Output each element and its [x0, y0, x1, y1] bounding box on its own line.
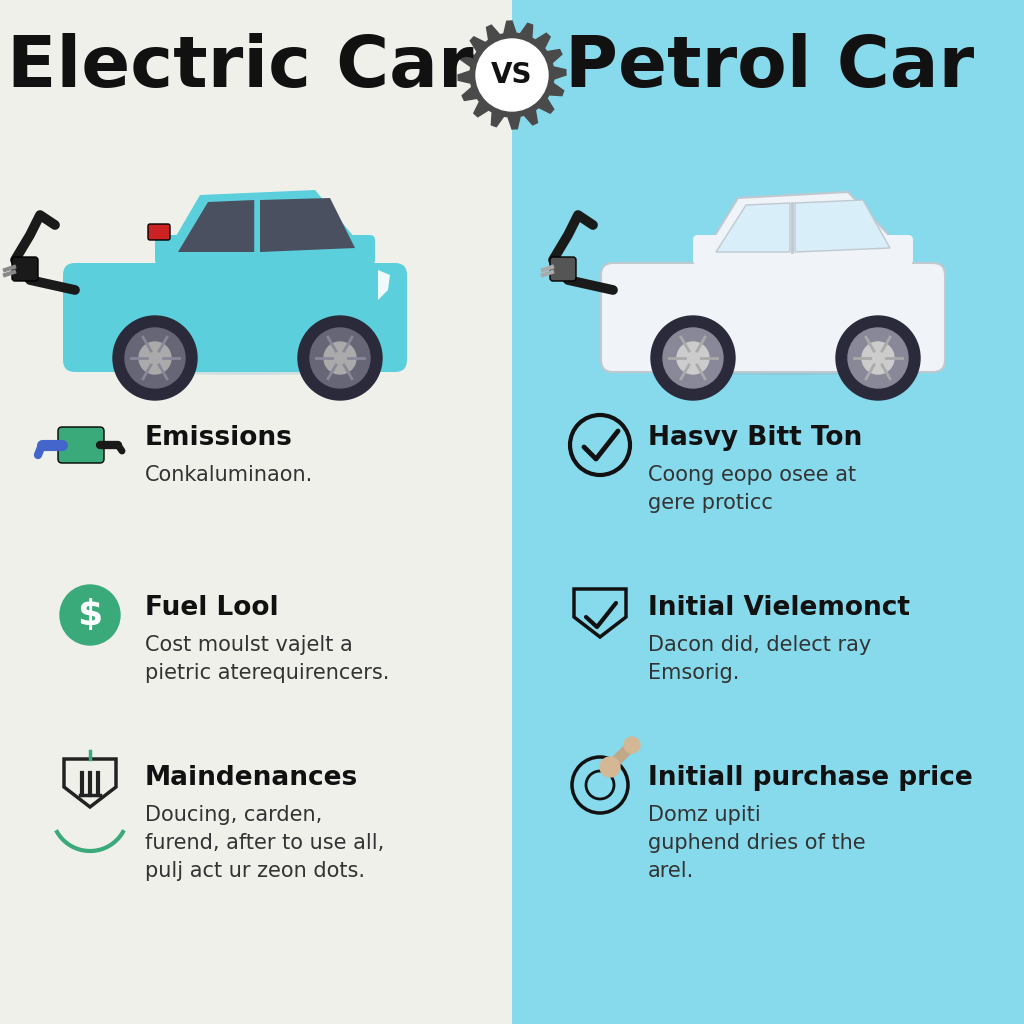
Ellipse shape [100, 355, 400, 375]
Text: Hasvy Bitt Ton: Hasvy Bitt Ton [648, 425, 862, 451]
Polygon shape [260, 198, 355, 252]
Text: Petrol Car: Petrol Car [565, 34, 975, 102]
Ellipse shape [638, 355, 938, 375]
Bar [0, 0, 512, 1024]
Text: Initiall purchase price: Initiall purchase price [648, 765, 973, 791]
Text: Domz upiti
guphend dries of the
arel.: Domz upiti guphend dries of the arel. [648, 805, 865, 881]
Circle shape [139, 342, 171, 374]
Circle shape [651, 316, 735, 400]
Bar [512, 0, 1024, 1024]
FancyBboxPatch shape [693, 234, 913, 265]
Text: Initial Vielemonct: Initial Vielemonct [648, 595, 910, 621]
FancyBboxPatch shape [148, 224, 170, 240]
FancyBboxPatch shape [63, 263, 407, 372]
Text: Emissions: Emissions [145, 425, 293, 451]
Circle shape [324, 342, 356, 374]
Circle shape [125, 328, 185, 388]
Polygon shape [165, 190, 365, 255]
Text: Fuel Lool: Fuel Lool [145, 595, 279, 621]
Text: VS: VS [492, 61, 532, 89]
Circle shape [600, 757, 620, 777]
Circle shape [624, 737, 640, 753]
Polygon shape [378, 270, 390, 300]
Circle shape [60, 585, 120, 645]
FancyBboxPatch shape [601, 263, 945, 372]
Text: Coong eopo osee at
gere proticc: Coong eopo osee at gere proticc [648, 465, 856, 513]
Polygon shape [178, 200, 255, 252]
Circle shape [298, 316, 382, 400]
Circle shape [677, 342, 709, 374]
Text: Maindenances: Maindenances [145, 765, 358, 791]
FancyBboxPatch shape [155, 234, 375, 265]
Text: Electric Car: Electric Car [7, 34, 473, 102]
Text: Doucing, carden,
furend, after to use all,
pulj act ur zeon dots.: Doucing, carden, furend, after to use al… [145, 805, 384, 881]
Polygon shape [703, 193, 903, 255]
Circle shape [862, 342, 894, 374]
Text: Cost moulst vajelt a
pietric aterequirencers.: Cost moulst vajelt a pietric aterequiren… [145, 635, 389, 683]
Text: Conkaluminaon.: Conkaluminaon. [145, 465, 313, 485]
Circle shape [848, 328, 908, 388]
Text: Dacon did, delect ray
Emsorig.: Dacon did, delect ray Emsorig. [648, 635, 871, 683]
FancyBboxPatch shape [550, 257, 575, 281]
Circle shape [663, 328, 723, 388]
FancyBboxPatch shape [58, 427, 104, 463]
Circle shape [113, 316, 197, 400]
Circle shape [836, 316, 920, 400]
Polygon shape [458, 22, 566, 129]
Circle shape [310, 328, 370, 388]
Circle shape [476, 39, 548, 111]
Text: $: $ [78, 598, 102, 632]
FancyBboxPatch shape [12, 257, 38, 281]
Polygon shape [716, 203, 790, 252]
Polygon shape [795, 200, 890, 252]
